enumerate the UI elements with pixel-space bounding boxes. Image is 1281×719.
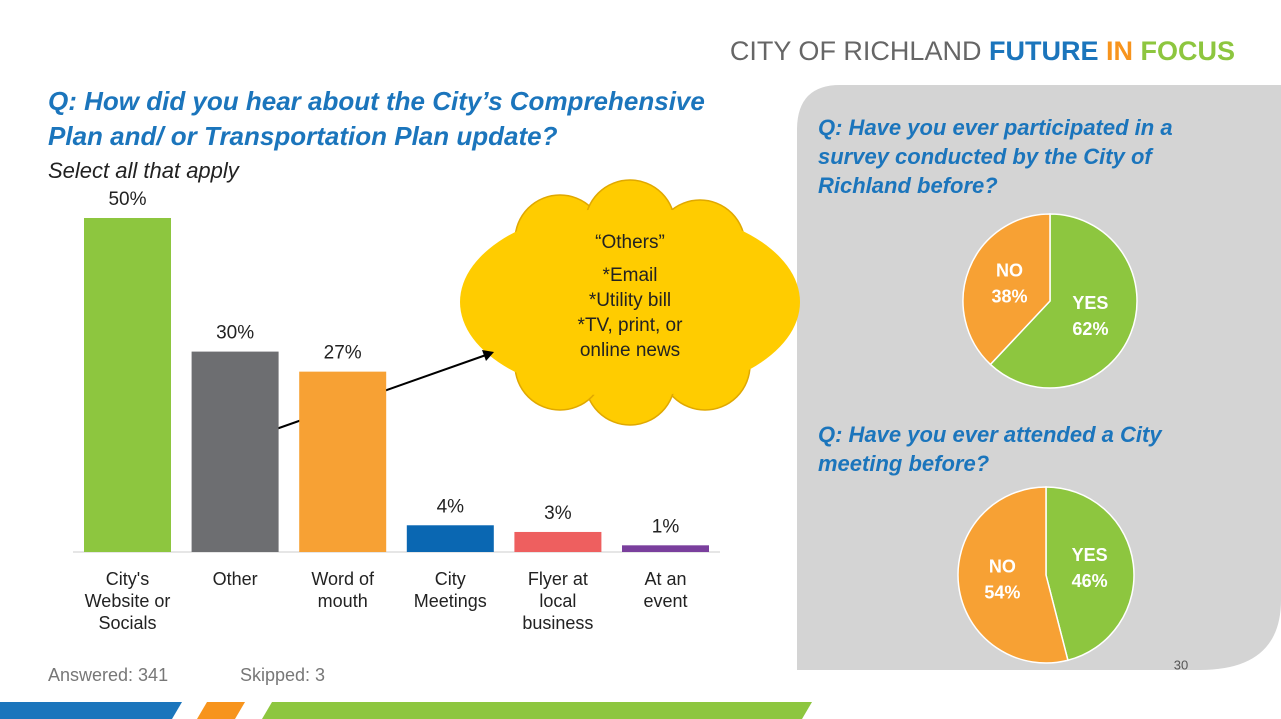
value-label: 3%	[544, 503, 572, 524]
question: Plan and/ or Transportation Plan update?	[48, 121, 558, 151]
answered: Answered: 341	[48, 665, 168, 685]
pie-category: NO	[989, 556, 1016, 576]
bar	[406, 525, 494, 552]
bar	[622, 545, 709, 552]
pie-value-label: 38%	[992, 287, 1028, 307]
question: Q: How did you hear about the City’s Com…	[48, 86, 705, 116]
pie-slice	[957, 486, 1069, 664]
x-tick-label: Flyer at local business	[522, 569, 594, 633]
callout-text: *Utility bill	[589, 290, 671, 311]
callout-text: *TV, print, or	[578, 315, 684, 336]
value-label: 50%	[108, 189, 146, 210]
arrow-head	[482, 350, 494, 361]
pie-title: Q: Have you ever attended a City meeting…	[818, 422, 1162, 476]
x-tick-label: Other	[212, 569, 258, 589]
bar	[84, 218, 171, 552]
stripe	[0, 702, 182, 719]
pie-category: YES	[1072, 545, 1108, 565]
pie-value-label: 46%	[1072, 571, 1108, 591]
pie-value-label: 54%	[984, 582, 1020, 602]
value-label: 30%	[216, 323, 254, 344]
value-label: 27%	[324, 343, 362, 364]
pie-title: Q: Have you ever participated in a surve…	[818, 115, 1173, 198]
cloud-fill	[460, 207, 800, 397]
brand: CITY OF RICHLAND FUTURE IN FOCUS	[730, 36, 1235, 66]
bar	[299, 371, 387, 552]
bar	[191, 351, 279, 552]
page-number: 30	[1174, 657, 1188, 672]
pie-slice	[1045, 486, 1135, 662]
callout-text: online news	[580, 340, 680, 361]
stripe	[262, 702, 812, 719]
x-tick-label: City's Website or Socials	[84, 569, 171, 633]
pie-value-label: 62%	[1072, 319, 1108, 339]
pie-slice	[989, 213, 1138, 389]
pie-category: YES	[1072, 293, 1108, 313]
x-tick-label: Word of mouth	[311, 569, 375, 611]
skipped: Skipped: 3	[240, 665, 325, 685]
pie-slice	[962, 213, 1051, 366]
x-tick-label: City Meetings	[413, 569, 487, 611]
value-label: 1%	[652, 516, 680, 537]
x-tick-label: At an event	[643, 569, 688, 611]
bar	[514, 531, 602, 552]
value-label: 4%	[437, 496, 465, 517]
note: Select all that apply	[48, 158, 241, 183]
callout-text: “Others”	[595, 232, 665, 253]
stripe	[197, 702, 245, 719]
callout-text: *Email	[603, 265, 658, 286]
pie-category: NO	[996, 261, 1023, 281]
